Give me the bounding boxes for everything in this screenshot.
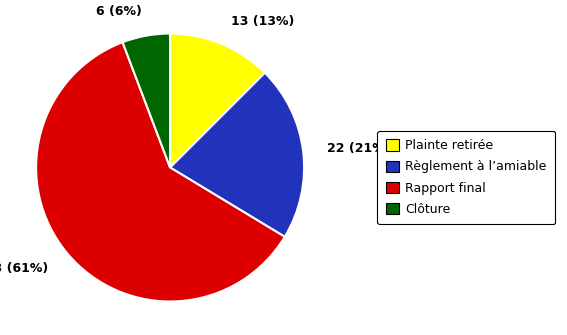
Legend: Plainte retirée, Règlement à l’amiable, Rapport final, Clôture: Plainte retirée, Règlement à l’amiable, …: [378, 131, 555, 224]
Text: 63 (61%): 63 (61%): [0, 262, 49, 275]
Wedge shape: [170, 73, 304, 237]
Wedge shape: [36, 42, 285, 302]
Wedge shape: [170, 34, 265, 168]
Text: 13 (13%): 13 (13%): [231, 15, 294, 28]
Text: 6 (6%): 6 (6%): [96, 5, 142, 18]
Text: 22 (21%): 22 (21%): [327, 142, 391, 155]
Wedge shape: [122, 34, 170, 168]
